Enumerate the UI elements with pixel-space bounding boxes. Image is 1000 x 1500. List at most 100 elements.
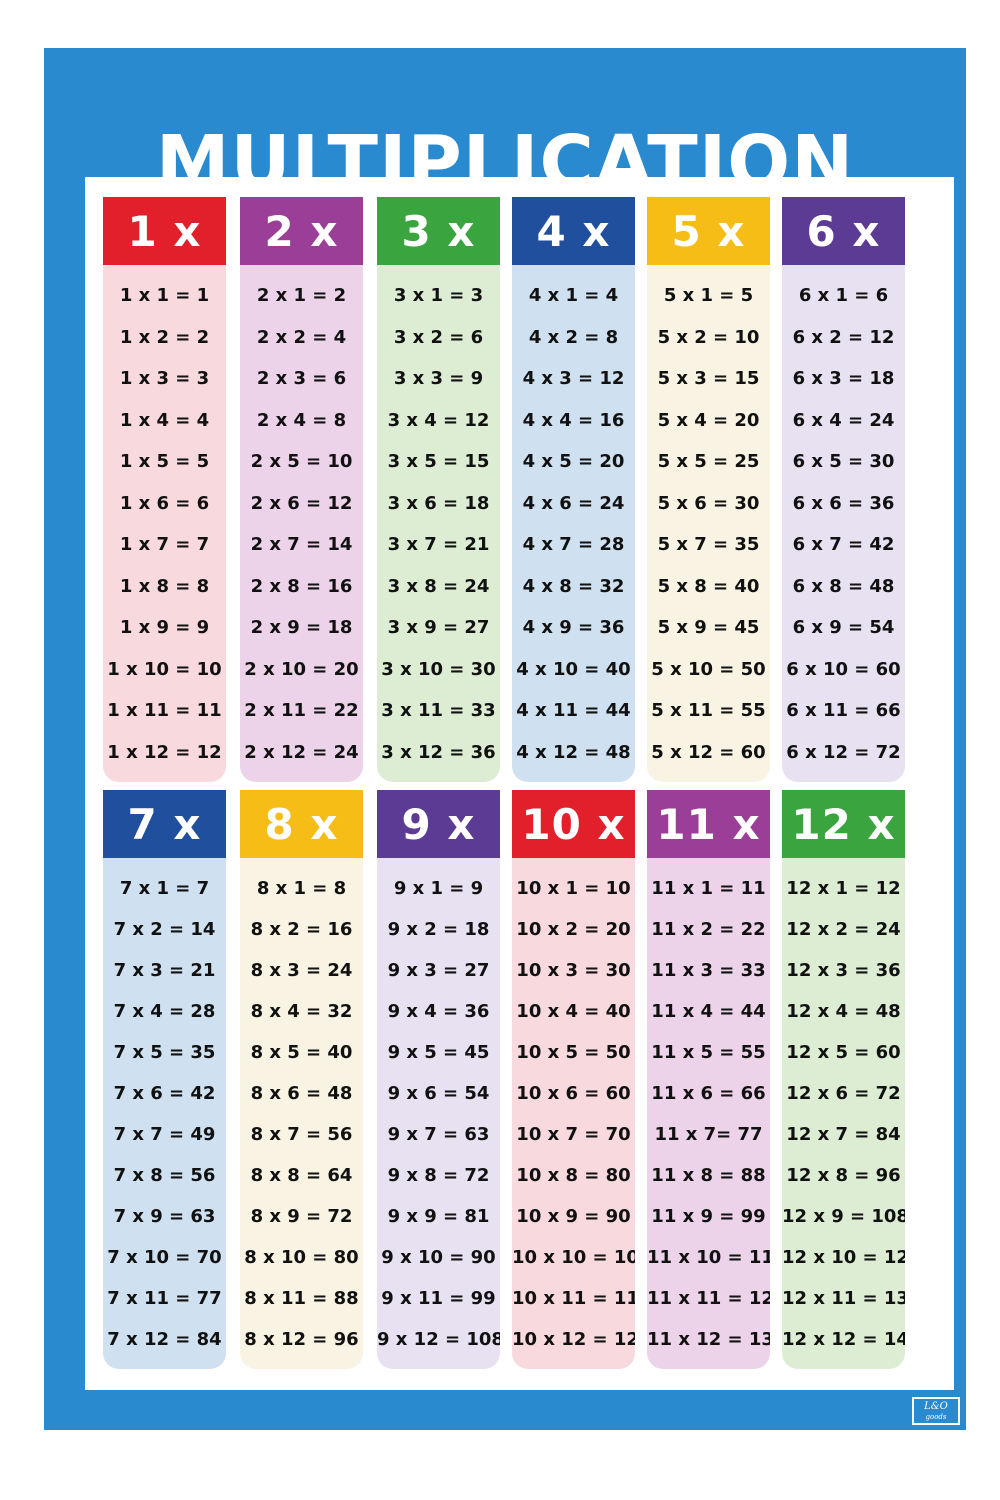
fact-row: 1 x 9 = 9 [119, 617, 210, 639]
table-column: 11 x 11 x 1 = 11 11 x 2 = 22 11 x 3 = 33 11 … [647, 790, 770, 1369]
table-column: 8 x 8 x 1 = 8 8 x 2 = 16 8 x 3 = 24 8 x 4 = … [240, 790, 363, 1369]
fact-row: 10 x 8 = 80 [516, 1165, 631, 1186]
fact-row: 6 x 10 = 60 [786, 658, 901, 680]
table-column: 10 x 10 x 1 = 10 10 x 2 = 20 10 x 3 = 30 10 … [512, 790, 635, 1369]
fact-row: 5 x 9 = 45 [657, 617, 760, 639]
fact-row: 6 x 7 = 42 [792, 534, 895, 556]
fact-row: 9 x 12 = 108 [377, 1329, 500, 1350]
fact-row: 1 x 12 = 12 [107, 741, 222, 763]
fact-row: 2 x 9 = 18 [250, 617, 353, 639]
fact-row: 7 x 11 = 77 [107, 1288, 222, 1309]
fact-row: 11 x 3 = 33 [651, 960, 766, 981]
table-column: 6 x 6 x 1 = 6 6 x 2 = 12 6 x 3 = 18 6 x 4 = … [782, 197, 905, 782]
fact-row: 2 x 1 = 2 [256, 285, 347, 306]
fact-row: 4 x 3 = 12 [522, 368, 625, 390]
fact-row: 2 x 11 = 22 [244, 700, 359, 722]
fact-row: 11 x 4 = 44 [651, 1001, 766, 1022]
fact-row: 9 x 4 = 36 [387, 1001, 490, 1022]
fact-row: 6 x 6 = 36 [792, 492, 895, 514]
fact-row: 6 x 11 = 66 [786, 700, 901, 722]
fact-row: 5 x 4 = 20 [657, 409, 760, 431]
fact-row: 11 x 10 = 110 [647, 1247, 770, 1268]
fact-row: 9 x 9 = 81 [387, 1206, 490, 1227]
fact-row: 1 x 6 = 6 [119, 492, 210, 514]
fact-row: 6 x 5 = 30 [792, 451, 895, 473]
table-header: 12 x [782, 790, 905, 858]
fact-row: 1 x 5 = 5 [119, 451, 210, 473]
table-column: 5 x 5 x 1 = 5 5 x 2 = 10 5 x 3 = 15 5 x 4 = … [647, 197, 770, 782]
fact-row: 1 x 4 = 4 [119, 409, 210, 431]
fact-row: 3 x 5 = 15 [387, 451, 490, 473]
fact-row: 5 x 8 = 40 [657, 575, 760, 597]
fact-row: 1 x 11 = 11 [107, 700, 222, 722]
fact-row: 10 x 12 = 120 [512, 1329, 635, 1350]
table-header: 11 x [647, 790, 770, 858]
table-header: 3 x [377, 197, 500, 265]
fact-row: 4 x 5 = 20 [522, 451, 625, 473]
fact-row: 10 x 1 = 10 [516, 878, 631, 899]
table-header: 8 x [240, 790, 363, 858]
fact-row: 8 x 5 = 40 [250, 1042, 353, 1063]
fact-row: 9 x 11 = 99 [381, 1288, 496, 1309]
fact-row: 5 x 2 = 10 [657, 326, 760, 348]
fact-row: 1 x 2 = 2 [119, 326, 210, 348]
table-facts: 12 x 1 = 12 12 x 2 = 24 12 x 3 = 36 12 x 4 … [782, 858, 905, 1369]
fact-row: 11 x 5 = 55 [651, 1042, 766, 1063]
table-header: 10 x [512, 790, 635, 858]
fact-row: 6 x 4 = 24 [792, 409, 895, 431]
fact-row: 10 x 6 = 60 [516, 1083, 631, 1104]
fact-row: 1 x 1 = 1 [119, 285, 210, 306]
table-header: 7 x [103, 790, 226, 858]
fact-row: 4 x 1 = 4 [528, 285, 619, 306]
fact-row: 8 x 4 = 32 [250, 1001, 353, 1022]
fact-row: 2 x 6 = 12 [250, 492, 353, 514]
table-facts: 4 x 1 = 4 4 x 2 = 8 4 x 3 = 12 4 x 4 = 16 4 … [512, 265, 635, 782]
fact-row: 4 x 6 = 24 [522, 492, 625, 514]
fact-row: 3 x 1 = 3 [393, 285, 484, 306]
fact-row: 10 x 2 = 20 [516, 919, 631, 940]
fact-row: 9 x 10 = 90 [381, 1247, 496, 1268]
fact-row: 4 x 2 = 8 [528, 326, 619, 348]
fact-row: 12 x 8 = 96 [786, 1165, 901, 1186]
fact-row: 11 x 12 = 132 [647, 1329, 770, 1350]
fact-row: 8 x 12 = 96 [244, 1329, 359, 1350]
fact-row: 3 x 3 = 9 [393, 368, 484, 390]
fact-row: 1 x 10 = 10 [107, 658, 222, 680]
fact-row: 7 x 1 = 7 [119, 878, 210, 899]
fact-row: 8 x 9 = 72 [250, 1206, 353, 1227]
fact-row: 12 x 3 = 36 [786, 960, 901, 981]
fact-row: 3 x 11 = 33 [381, 700, 496, 722]
fact-row: 7 x 4 = 28 [113, 1001, 216, 1022]
fact-row: 1 x 8 = 8 [119, 575, 210, 597]
fact-row: 2 x 2 = 4 [256, 326, 347, 348]
fact-row: 3 x 9 = 27 [387, 617, 490, 639]
table-facts: 9 x 1 = 9 9 x 2 = 18 9 x 3 = 27 9 x 4 = 36 9… [377, 858, 500, 1369]
fact-row: 8 x 6 = 48 [250, 1083, 353, 1104]
table-header: 5 x [647, 197, 770, 265]
fact-row: 7 x 7 = 49 [113, 1124, 216, 1145]
table-facts: 3 x 1 = 3 3 x 2 = 6 3 x 3 = 9 3 x 4 = 12 3 x… [377, 265, 500, 782]
fact-row: 3 x 2 = 6 [393, 326, 484, 348]
fact-row: 10 x 4 = 40 [516, 1001, 631, 1022]
fact-row: 7 x 9 = 63 [113, 1206, 216, 1227]
fact-row: 11 x 6 = 66 [651, 1083, 766, 1104]
fact-row: 7 x 8 = 56 [113, 1165, 216, 1186]
fact-row: 8 x 1 = 8 [256, 878, 347, 899]
fact-row: 10 x 5 = 50 [516, 1042, 631, 1063]
fact-row: 10 x 3 = 30 [516, 960, 631, 981]
fact-row: 4 x 4 = 16 [522, 409, 625, 431]
fact-row: 12 x 5 = 60 [786, 1042, 901, 1063]
fact-row: 5 x 10 = 50 [651, 658, 766, 680]
fact-row: 8 x 11 = 88 [244, 1288, 359, 1309]
fact-row: 11 x 9 = 99 [651, 1206, 766, 1227]
fact-row: 12 x 9 = 108 [782, 1206, 905, 1227]
table-facts: 1 x 1 = 1 1 x 2 = 2 1 x 3 = 3 1 x 4 = 4 1 x … [103, 265, 226, 782]
fact-row: 4 x 11 = 44 [516, 700, 631, 722]
fact-row: 11 x 2 = 22 [651, 919, 766, 940]
fact-row: 12 x 7 = 84 [786, 1124, 901, 1145]
fact-row: 9 x 2 = 18 [387, 919, 490, 940]
table-facts: 7 x 1 = 7 7 x 2 = 14 7 x 3 = 21 7 x 4 = 28 7… [103, 858, 226, 1369]
